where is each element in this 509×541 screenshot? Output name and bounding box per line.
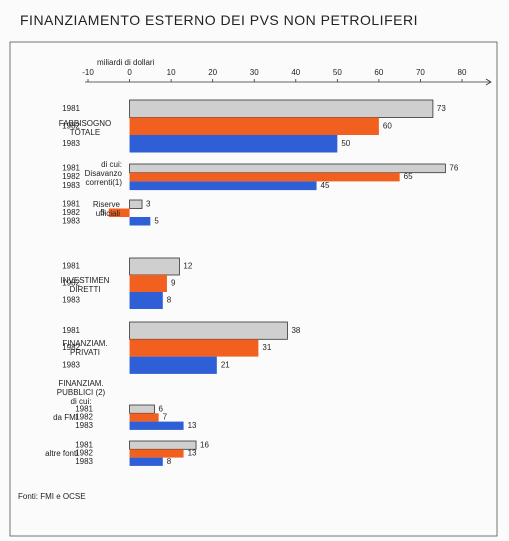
- bar: [129, 199, 143, 209]
- series-year-label: 1982: [62, 121, 80, 130]
- series-year-label: 1983: [62, 216, 80, 225]
- x-tick-label: 0: [127, 68, 132, 77]
- x-tick-label: 30: [250, 68, 259, 77]
- frame: [9, 41, 498, 537]
- bar: [129, 421, 184, 430]
- bar: [129, 356, 217, 374]
- value-label: 9: [171, 279, 176, 288]
- value-label: 8: [167, 296, 172, 305]
- bar: [129, 99, 434, 118]
- source-note: Fonti: FMI e OCSE: [18, 492, 86, 501]
- series-year-label: 1983: [62, 181, 80, 190]
- x-tick-label: 20: [208, 68, 217, 77]
- series-year-label: 1981: [62, 163, 80, 172]
- series-year-label: 1982: [62, 279, 80, 288]
- bar: [129, 440, 197, 450]
- bar: [129, 321, 288, 340]
- category-label: INVESTIMEN DIRETTI: [60, 276, 110, 294]
- value-label: 8: [167, 457, 172, 466]
- value-label: 13: [188, 449, 197, 458]
- value-label: 3: [146, 199, 151, 208]
- value-label: 21: [221, 360, 230, 369]
- value-label: 60: [383, 121, 392, 130]
- bar: [129, 339, 259, 357]
- value-label: 5: [100, 208, 105, 217]
- value-label: 45: [321, 181, 330, 190]
- series-year-label: 1983: [62, 296, 80, 305]
- value-label: 7: [163, 413, 168, 422]
- bar: [129, 135, 338, 153]
- x-tick-label: 10: [167, 68, 176, 77]
- bar: [129, 257, 180, 276]
- value-label: 76: [449, 163, 458, 172]
- series-year-label: 1983: [62, 360, 80, 369]
- bar: [129, 117, 379, 135]
- category-label: Riserve ufficiali: [92, 200, 120, 218]
- value-label: 31: [262, 343, 271, 352]
- x-tick-label: 70: [416, 68, 425, 77]
- category-label: da FMI: [53, 413, 78, 422]
- category-label: FABBISOGNO TOTALE: [58, 119, 112, 137]
- value-label: 73: [437, 104, 446, 113]
- value-label: 6: [158, 404, 163, 413]
- bar: [129, 172, 400, 182]
- axis-arrow: [485, 78, 492, 86]
- value-label: 16: [200, 440, 209, 449]
- chart-title: FINANZIAMENTO ESTERNO DEI PVS NON PETROL…: [20, 12, 418, 28]
- series-year-label: 1981: [62, 104, 80, 113]
- x-tick-label: 80: [458, 68, 467, 77]
- x-tick-label: -10: [82, 68, 94, 77]
- series-year-label: 1981: [75, 440, 93, 449]
- category-label: FINANZIAM. PUBBLICI (2) di cui:: [56, 379, 106, 406]
- bar: [129, 163, 446, 174]
- x-tick-label: 40: [291, 68, 300, 77]
- series-year-label: 1983: [75, 421, 93, 430]
- series-year-label: 1981: [62, 262, 80, 271]
- value-label: 65: [404, 172, 413, 181]
- value-label: 38: [291, 326, 300, 335]
- bar: [129, 449, 184, 458]
- bar: [129, 404, 155, 414]
- series-year-label: 1983: [75, 457, 93, 466]
- series-year-label: 1983: [62, 139, 80, 148]
- series-year-label: 1982: [75, 413, 93, 422]
- series-year-label: 1982: [62, 172, 80, 181]
- bar: [129, 457, 163, 466]
- bar: [129, 292, 163, 309]
- bar: [108, 208, 130, 217]
- value-label: 50: [341, 139, 350, 148]
- category-label: altre fonti: [45, 449, 78, 458]
- category-label: di cui: Disavanzo correnti(1): [84, 160, 122, 187]
- series-year-label: 1982: [62, 208, 80, 217]
- value-label: 5: [154, 216, 159, 225]
- series-year-label: 1981: [75, 404, 93, 413]
- series-year-label: 1982: [62, 343, 80, 352]
- bar: [129, 217, 151, 226]
- category-label: FINANZIAM. PRIVATI: [62, 339, 108, 357]
- bar: [129, 413, 159, 422]
- value-label: 12: [183, 262, 192, 271]
- x-tick-label: 60: [374, 68, 383, 77]
- value-label: 13: [188, 421, 197, 430]
- series-year-label: 1981: [62, 199, 80, 208]
- series-year-label: 1981: [62, 326, 80, 335]
- bar: [129, 181, 317, 191]
- bar: [129, 275, 167, 292]
- x-tick-label: 50: [333, 68, 342, 77]
- axis-label: miliardi di dollari: [97, 58, 155, 67]
- series-year-label: 1982: [75, 449, 93, 458]
